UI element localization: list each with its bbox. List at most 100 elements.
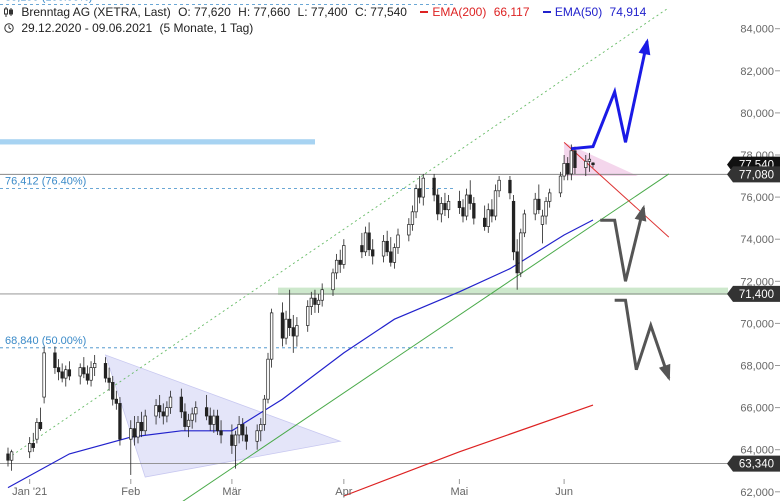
candle [89, 361, 93, 387]
candle-body [255, 430, 259, 442]
candle [490, 199, 494, 223]
candle [548, 188, 552, 208]
candle-body [161, 411, 165, 417]
candle [334, 253, 339, 280]
candle-body [508, 179, 512, 194]
candle-body [464, 194, 469, 217]
candle [497, 176, 501, 198]
scenario-path [571, 41, 649, 151]
candle [38, 407, 43, 431]
candle [219, 420, 223, 444]
candle [483, 205, 487, 231]
clock-icon [4, 22, 14, 33]
y-axis-tick-label: 76,000 [740, 192, 774, 204]
candle-body [136, 421, 140, 438]
candle [493, 184, 498, 221]
candle [432, 173, 436, 202]
candle [573, 146, 577, 174]
candle-body [490, 209, 494, 217]
candle-body [103, 363, 108, 379]
candle [436, 188, 440, 221]
candle-body [443, 203, 447, 211]
candle-body [165, 407, 169, 417]
candle-body [168, 396, 173, 408]
y-axis-tick-label: 70,000 [740, 318, 774, 330]
wedge-resistance-trendline [563, 141, 670, 238]
candle-body [237, 424, 241, 436]
candle-body [363, 232, 368, 253]
x-axis-tick-label: Jan '21 [12, 486, 47, 498]
candle [165, 401, 169, 423]
channel-top-trendline [7, 7, 670, 459]
candle-body [566, 163, 570, 175]
candle [407, 218, 411, 242]
candle [522, 209, 527, 238]
candle-body [89, 367, 93, 381]
chart-header-ohlc: Brenntag AG (XETRA, Last) O: 77,620 H: 7… [4, 5, 650, 19]
candle-body [262, 398, 267, 425]
candle-body [212, 415, 216, 425]
y-axis-tick-label: 82,000 [740, 66, 774, 78]
y-axis-tick-label: 62,000 [740, 487, 774, 499]
candle [179, 388, 183, 419]
candle-body [371, 249, 375, 257]
price-label-text: 63,340 [739, 459, 774, 471]
ema200-line [343, 404, 594, 497]
candle-body [154, 405, 158, 417]
candle [392, 243, 397, 269]
candle [183, 403, 187, 431]
candle-body [288, 318, 292, 328]
candle [161, 403, 165, 425]
candle-body [436, 194, 440, 215]
candle [244, 426, 248, 450]
candle-body [6, 453, 10, 461]
price-label: 77,080 [727, 166, 780, 183]
candle [371, 239, 375, 265]
candle [472, 197, 476, 225]
candle-body [244, 434, 248, 442]
candle [418, 176, 422, 204]
candle-body [497, 179, 501, 192]
candle [132, 416, 137, 446]
candle-body [190, 413, 194, 421]
candle [342, 239, 346, 269]
candle-body [562, 163, 566, 177]
x-axis-tick-label: Mai [451, 486, 469, 498]
y-axis-tick-label: 68,000 [740, 361, 774, 373]
candle-body [67, 369, 72, 377]
candle-body [38, 421, 43, 429]
fib-level-label: 76,412 (76.40%) [5, 175, 86, 187]
candle-body [587, 158, 592, 162]
candle [468, 180, 472, 210]
candle [241, 418, 245, 442]
candle [291, 314, 295, 353]
candle-body [439, 203, 443, 215]
candle [591, 162, 595, 168]
price-label: 71,400 [727, 285, 780, 302]
candle-body [208, 415, 212, 425]
candle [28, 437, 32, 459]
candle [316, 293, 321, 313]
candle-body [548, 192, 552, 202]
candle-body [219, 430, 223, 436]
candle [78, 363, 82, 385]
candle-body [129, 428, 133, 440]
candle-body [28, 443, 32, 453]
candle-body [493, 190, 498, 217]
candle-body [284, 318, 288, 339]
candle-body [385, 240, 389, 253]
candle-body [82, 367, 86, 375]
price-label-text: 77,080 [739, 169, 774, 181]
candle [280, 302, 285, 347]
candle-body [392, 247, 397, 263]
candle-body [64, 369, 68, 379]
ema50-legend-swatch [542, 11, 551, 13]
candle-body [56, 367, 61, 373]
fib-level-label: 68,840 (50.00%) [5, 335, 86, 347]
y-axis-tick-label: 66,000 [740, 403, 774, 415]
instrument-name: Brenntag AG (XETRA, Last) [21, 5, 171, 19]
arrow-head [638, 38, 651, 56]
candle-body [215, 415, 220, 432]
x-axis-tick-label: Apr [335, 486, 352, 498]
candle [111, 376, 115, 406]
